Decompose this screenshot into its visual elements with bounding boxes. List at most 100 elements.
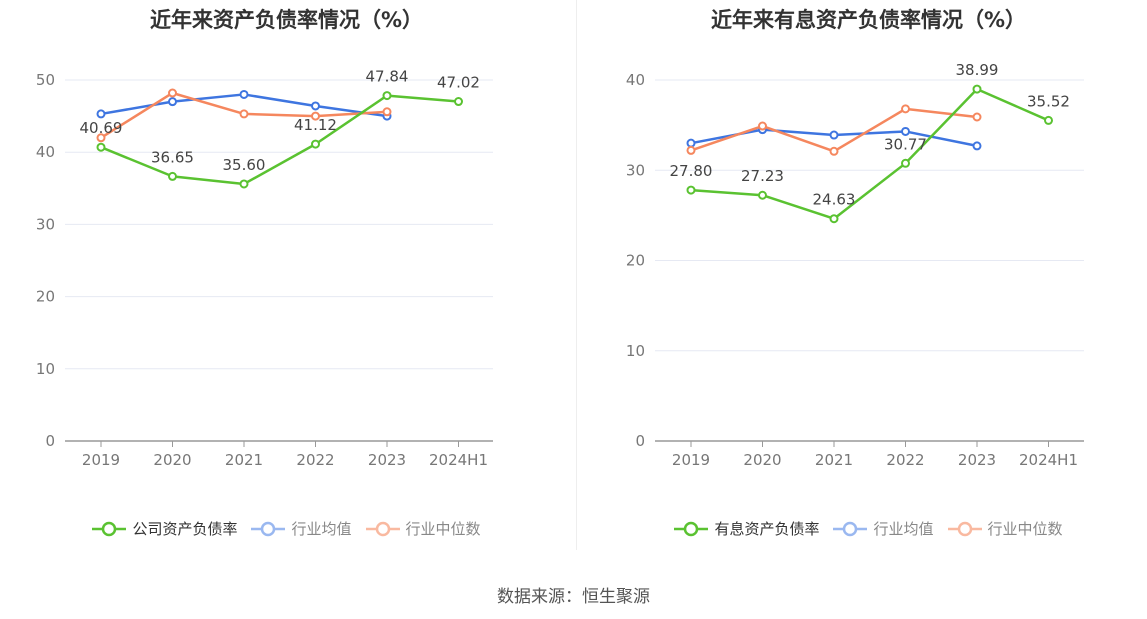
data-point <box>311 139 320 149</box>
data-point <box>686 185 696 195</box>
data-label: 38.99 <box>956 61 999 79</box>
y-tick-label: 0 <box>635 432 645 450</box>
legend-item[interactable]: 有息资产负债率 <box>674 518 819 539</box>
series-line <box>690 87 1050 220</box>
data-point <box>168 88 177 98</box>
series-line <box>100 94 459 186</box>
x-tick-label: 2020 <box>743 451 781 469</box>
y-tick-label: 50 <box>36 71 55 89</box>
chart-asset-liability-ratio: 近年来资产负债率情况（%） 0 10 20 30 40 50 2019 2020 2021 202… <box>0 0 573 560</box>
data-point <box>311 111 320 121</box>
data-point <box>901 158 910 168</box>
chart-title: 近年来有息资产负债率情况（%） <box>710 8 1027 32</box>
legend-line-circle-icon <box>365 521 400 536</box>
data-label: 47.02 <box>437 74 480 92</box>
series-line <box>690 107 978 153</box>
data-point <box>686 145 696 155</box>
data-point <box>972 112 982 122</box>
x-tick-label: 2023 <box>958 451 996 469</box>
chart-legend: 公司资产负债率 行业均值 行业中位数 <box>0 518 573 539</box>
x-tick-label: 2024H1 <box>429 451 488 469</box>
data-label: 30.77 <box>884 135 927 153</box>
panel-divider <box>576 0 577 550</box>
chart-plot: 0 10 20 30 40 2019 2020 2021 2022 2023 2024H1 27.80… <box>626 61 1084 469</box>
legend-line-circle-icon <box>92 521 127 536</box>
data-point <box>901 104 910 114</box>
legend-label: 有息资产负债率 <box>714 520 820 538</box>
legend-line-circle-icon <box>947 521 982 536</box>
data-point <box>454 97 463 107</box>
y-tick-label: 40 <box>36 143 55 161</box>
data-point <box>382 91 392 101</box>
data-point <box>829 214 839 224</box>
data-point <box>239 109 249 119</box>
data-label: 41.12 <box>294 116 337 134</box>
legend-item[interactable]: 行业均值 <box>833 518 934 539</box>
data-point <box>829 146 839 156</box>
y-tick-label: 0 <box>45 432 55 450</box>
data-label: 27.80 <box>670 162 713 180</box>
legend-label: 行业中位数 <box>987 520 1063 538</box>
legend-line-circle-icon <box>251 521 286 536</box>
legend-marker <box>375 521 390 536</box>
data-point <box>829 130 839 140</box>
data-label: 24.63 <box>813 191 856 209</box>
chart-interest-bearing-ratio: 近年来有息资产负债率情况（%） 0 10 20 30 40 2019 2020 2021 202… <box>590 0 1147 560</box>
data-point <box>686 138 696 148</box>
chart-title: 近年来资产负债率情况（%） <box>149 8 424 32</box>
x-tick-label: 2022 <box>886 451 924 469</box>
legend-label: 行业均值 <box>291 520 352 538</box>
data-point <box>96 142 106 152</box>
data-point <box>901 126 910 136</box>
legend-marker <box>261 521 276 536</box>
x-tick-label: 2024H1 <box>1019 451 1078 469</box>
data-label: 40.69 <box>80 119 123 137</box>
legend-item[interactable]: 行业中位数 <box>365 518 481 539</box>
data-point <box>96 109 106 119</box>
legend-label: 行业中位数 <box>405 520 481 538</box>
y-tick-label: 10 <box>36 360 55 378</box>
legend-item[interactable]: 行业均值 <box>251 518 352 539</box>
x-tick-label: 2020 <box>153 451 191 469</box>
legend-marker <box>843 521 858 536</box>
y-tick-label: 20 <box>626 252 645 270</box>
y-tick-label: 40 <box>626 71 645 89</box>
data-point <box>972 141 982 151</box>
data-point <box>239 179 249 189</box>
x-tick-label: 2022 <box>296 451 334 469</box>
data-point <box>972 84 982 94</box>
data-source-note: 数据来源：恒生聚源 <box>497 587 650 607</box>
legend-marker <box>684 521 699 536</box>
data-point <box>96 133 106 143</box>
x-tick-label: 2021 <box>815 451 853 469</box>
legend-marker <box>102 521 117 536</box>
x-tick-label: 2023 <box>368 451 406 469</box>
data-point <box>382 107 392 117</box>
data-point <box>311 101 320 111</box>
legend-marker <box>957 521 972 536</box>
legend-line-circle-icon <box>833 521 868 536</box>
legend-item[interactable]: 公司资产负债率 <box>92 518 237 539</box>
data-label: 47.84 <box>366 68 409 86</box>
data-point <box>758 121 767 131</box>
legend-line-circle-icon <box>674 521 709 536</box>
x-tick-label: 2021 <box>225 451 263 469</box>
x-tick-label: 2019 <box>82 451 120 469</box>
data-point <box>239 89 249 99</box>
legend-label: 公司资产负债率 <box>132 520 238 538</box>
data-point <box>1044 115 1053 125</box>
data-point <box>168 171 177 181</box>
data-label: 27.23 <box>741 167 784 185</box>
data-point <box>168 97 177 107</box>
legend-item[interactable]: 行业中位数 <box>947 518 1063 539</box>
data-label: 35.52 <box>1027 92 1070 110</box>
y-tick-label: 10 <box>626 342 645 360</box>
chart-plot: 0 10 20 30 40 50 2019 2020 2021 2022 2023 2024H1 40.… <box>36 68 493 469</box>
data-label: 36.65 <box>151 148 194 166</box>
chart-legend: 有息资产负债率 行业均值 行业中位数 <box>590 518 1147 539</box>
y-tick-label: 30 <box>626 161 645 179</box>
y-tick-label: 20 <box>36 288 55 306</box>
x-tick-label: 2019 <box>672 451 710 469</box>
legend-label: 行业均值 <box>873 520 934 538</box>
data-label: 35.60 <box>223 156 266 174</box>
